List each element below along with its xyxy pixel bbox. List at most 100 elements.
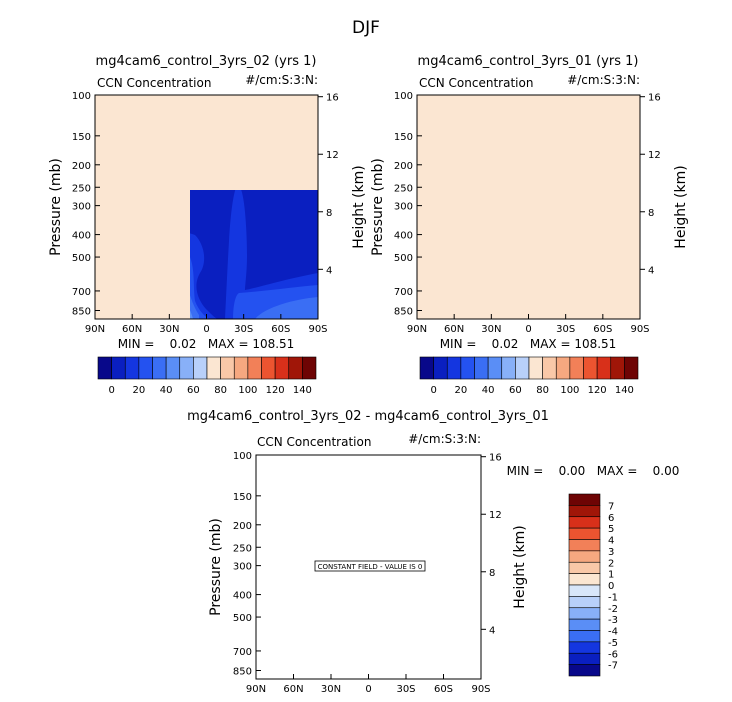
y-tick-label: 150	[72, 132, 91, 143]
panel-a-left-label: CCN Concentration	[97, 76, 211, 90]
colorbar-swatch	[446, 356, 462, 380]
colorbar-swatch	[568, 607, 601, 620]
panel-a-stats: MIN = 0.02 MAX = 108.51	[118, 337, 295, 351]
colorbar-swatch	[179, 356, 194, 380]
colorbar-label: 0	[108, 385, 114, 396]
panel-c-title: mg4cam6_control_3yrs_02 - mg4cam6_contro…	[187, 409, 549, 424]
colorbar-label: 100	[560, 385, 579, 396]
y-tick-label: 300	[394, 202, 413, 213]
colorbar-swatch	[302, 356, 317, 380]
y-tick-label: 100	[72, 91, 91, 102]
colorbar-swatch	[152, 356, 167, 380]
panel-a-title: mg4cam6_control_3yrs_02 (yrs 1)	[96, 54, 317, 69]
colorbar-label: 20	[133, 385, 146, 396]
colorbar-swatch	[247, 356, 262, 380]
colorbar-swatch	[568, 618, 601, 631]
colorbar-swatch	[165, 356, 181, 380]
y2-tick-label: 16	[648, 93, 661, 104]
colorbar-label: 0	[608, 581, 614, 592]
y2-tick-label: 4	[648, 265, 654, 276]
colorbar-label: -3	[608, 615, 618, 626]
panel-c-y-ticks: 100 150 200 250 300 400 500 700 850	[233, 451, 261, 677]
x-tick-label: 90S	[308, 324, 327, 335]
x-tick-label: 60N	[444, 324, 464, 335]
y-tick-label: 150	[394, 132, 413, 143]
x-tick-label: 90N	[85, 324, 105, 335]
colorbar-swatch	[474, 356, 489, 380]
x-tick-label: 30N	[159, 324, 179, 335]
colorbar-label: 60	[509, 385, 522, 396]
y-tick-label: 500	[233, 613, 252, 624]
panel-a-level-3	[190, 295, 318, 319]
panel-b-title: mg4cam6_control_3yrs_01 (yrs 1)	[418, 54, 639, 69]
x-tick-label: 30S	[396, 684, 415, 695]
colorbar-swatch	[568, 573, 601, 586]
panel-a-ylabel: Pressure (mb)	[48, 158, 64, 256]
colorbar-swatch	[568, 652, 601, 665]
panel-a-level-1	[190, 190, 318, 319]
y-tick-label: 850	[394, 306, 413, 317]
panel-c: mg4cam6_control_3yrs_02 - mg4cam6_contro…	[187, 409, 679, 695]
y2-tick-label: 16	[326, 93, 339, 104]
colorbar-swatch	[261, 356, 276, 380]
x-tick-label: 30N	[321, 684, 341, 695]
x-tick-label: 60S	[434, 684, 453, 695]
colorbar-label: -4	[608, 627, 618, 638]
colorbar-swatch	[624, 356, 639, 380]
colorbar-swatch	[568, 641, 601, 654]
panel-a-right-label: #/cm:S:3:N:	[245, 73, 318, 87]
colorbar-label: 40	[160, 385, 173, 396]
panel-a-y2-ticks: 4 8 12 16	[318, 93, 339, 276]
y-tick-label: 500	[394, 253, 413, 264]
y-tick-label: 150	[233, 492, 252, 503]
x-tick-label: 90S	[630, 324, 649, 335]
y-tick-label: 400	[394, 231, 413, 242]
y2-tick-label: 12	[648, 150, 661, 161]
panel-c-annotation: CONSTANT FIELD - VALUE IS 0	[318, 563, 423, 571]
y-tick-label: 200	[394, 161, 413, 172]
colorbar-label: 5	[608, 524, 614, 535]
y2-tick-label: 4	[489, 625, 495, 636]
x-tick-label: 60S	[593, 324, 612, 335]
colorbar-label: -2	[608, 604, 618, 615]
colorbar-swatch	[583, 356, 598, 380]
colorbar-swatch	[568, 561, 601, 574]
panel-c-x-ticks: 90N 60N 30N 0 30S 60S 90S	[246, 674, 491, 695]
colorbar-swatch	[97, 356, 112, 380]
colorbar-label: 6	[608, 513, 614, 524]
colorbar-label: 140	[615, 385, 634, 396]
colorbar-label: 0	[430, 385, 436, 396]
panel-b-background	[417, 95, 640, 319]
colorbar-swatch	[568, 550, 601, 563]
panel-b-ylabel: Pressure (mb)	[370, 158, 386, 256]
x-tick-label: 30S	[556, 324, 575, 335]
colorbar-swatch	[138, 356, 153, 380]
colorbar-swatch	[419, 356, 434, 380]
y-tick-label: 700	[233, 647, 252, 658]
colorbar-swatch	[569, 356, 584, 380]
colorbar-swatch	[610, 356, 625, 380]
x-tick-label: 0	[203, 324, 209, 335]
y-tick-label: 500	[72, 253, 91, 264]
y-tick-label: 200	[72, 161, 91, 172]
panel-b-y2label: Height (km)	[673, 165, 689, 248]
colorbar-swatch	[528, 356, 543, 380]
colorbar-swatch	[568, 493, 601, 506]
x-tick-label: 90N	[407, 324, 427, 335]
x-tick-label: 90N	[246, 684, 266, 695]
colorbar-label: 140	[293, 385, 312, 396]
colorbar-label: 7	[608, 501, 614, 512]
colorbar-swatch	[233, 356, 249, 380]
colorbar-swatch	[501, 356, 516, 380]
colorbar-label: 80	[536, 385, 549, 396]
x-tick-label: 30N	[481, 324, 501, 335]
panel-b-stats: MIN = 0.02 MAX = 108.51	[440, 337, 617, 351]
x-tick-label: 90S	[471, 684, 490, 695]
panel-b-y2-ticks: 4 8 12 16	[640, 93, 661, 276]
colorbar-swatch	[568, 516, 601, 529]
colorbar-label: 80	[214, 385, 227, 396]
y-tick-label: 850	[72, 306, 91, 317]
panel-a-y-ticks: 100 150 200 250 300 400 500 700 850	[72, 91, 100, 317]
colorbar-swatch	[487, 356, 503, 380]
